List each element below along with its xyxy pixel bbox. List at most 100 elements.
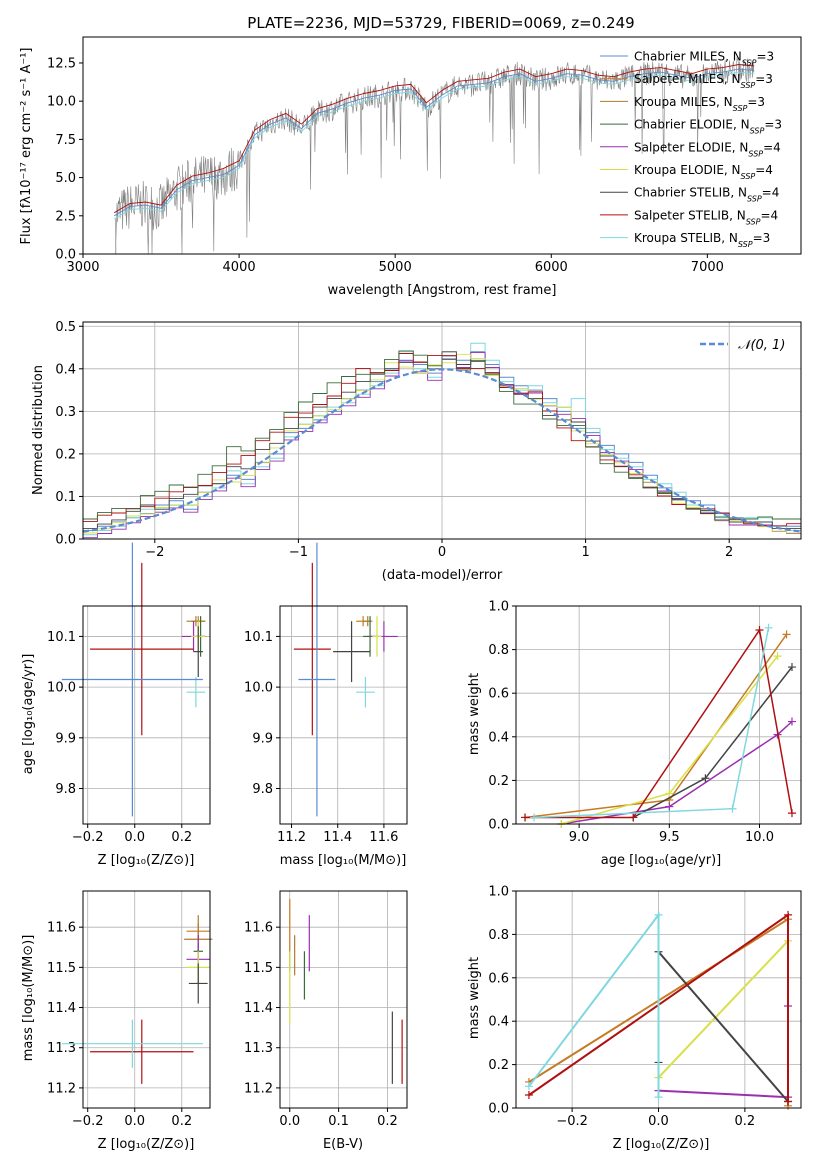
- weight-z-x-tick-label: 0.0: [648, 1114, 669, 1129]
- legend-label-value: =3: [747, 95, 765, 109]
- age-z-y-tick-label: 10.1: [47, 630, 76, 645]
- weight-z-series-line: [657, 949, 789, 1103]
- legend-label-subscript: SSP: [741, 81, 756, 90]
- residual-histogram-step: [83, 350, 801, 520]
- age-z-x-tick-label: 0.2: [171, 830, 192, 845]
- weight-age-point-marker: [787, 663, 796, 672]
- residual-y-tick-label: 0.0: [55, 533, 76, 548]
- residual-x-tick-label: −2: [145, 545, 164, 560]
- spectrum-x-tick-label: 3000: [66, 260, 99, 275]
- weight-age-frame: [515, 605, 802, 825]
- mass-z-y-tick-label: 11.3: [47, 1041, 76, 1056]
- weight-age-y-label: mass weight: [467, 673, 482, 755]
- mass-z-y-label: mass [log₁₀(M/M⊙)]: [21, 935, 36, 1062]
- weight-age-y-tick-label: 0.6: [488, 687, 509, 702]
- age-mass-x-label: mass [log₁₀(M/M⊙)]: [280, 853, 407, 868]
- weight-z-y-tick-label: 0.2: [488, 1058, 509, 1073]
- mass-ebv-y-tick-label: 11.2: [244, 1081, 273, 1096]
- mass-z-x-label: Z [log₁₀(Z/Z⊙)]: [98, 1137, 195, 1152]
- residual-histograms: [82, 342, 802, 539]
- residual-y-tick-label: 0.2: [55, 447, 76, 462]
- mass-z-x-tick-label: 0.0: [124, 1114, 145, 1129]
- age-z-y-tick-label: 9.9: [55, 731, 76, 746]
- weight-z-series-line: [658, 1006, 789, 1099]
- weight-age-point-marker: [787, 717, 796, 726]
- spectrum-x-tick-label: 5000: [379, 260, 412, 275]
- residual-x-tick-label: 0: [438, 545, 446, 560]
- spectrum-legend-label: Kroupa STELIB, NSSP=3: [634, 231, 770, 249]
- observed-spectrum-line: [115, 56, 755, 255]
- weight-age-y-tick-label: 1.0: [488, 600, 509, 615]
- spectrum-y-tick-label: 2.5: [55, 209, 76, 224]
- mass-ebv-x-tick-label: 0.2: [377, 1114, 398, 1129]
- weight-age-series-line: [524, 633, 788, 819]
- weight-age-x-label: age [log₁₀(age/yr)]: [601, 853, 722, 868]
- weight-z-y-tick-label: 0.6: [488, 971, 509, 986]
- residual-x-label: (data-model)/error: [382, 568, 503, 583]
- weight-age-point-marker: [665, 802, 674, 811]
- age-z-y-label: age [log₁₀(age/yr)]: [21, 654, 36, 775]
- legend-label-text: Kroupa STELIB, N: [634, 231, 738, 245]
- spectrum-legend-label: Salpeter MILES, NSSP=3: [634, 72, 773, 90]
- mass-z-y-tick-label: 11.4: [47, 1001, 76, 1016]
- weight-vs-age-panel: 9.0 9.5 10.0 0.0 0.2 0.4 0.6 0.8 1.0: [488, 600, 802, 845]
- weight-age-series-line: [533, 627, 770, 819]
- age-z-y-tick-label: 9.8: [55, 782, 76, 797]
- weight-age-point-marker: [521, 813, 530, 822]
- age-vs-mass-panel: 11.2 11.4 11.6 9.8 9.9 10.0 10.1: [244, 542, 408, 845]
- mass-ebv-y-tick-label: 11.5: [244, 961, 273, 976]
- mass-z-y-tick-label: 11.6: [47, 921, 76, 936]
- spectrum-legend-label: Salpeter ELODIE, NSSP=4: [634, 140, 781, 158]
- weight-age-point-marker: [530, 813, 539, 822]
- legend-label-value: =3: [764, 118, 782, 132]
- weight-age-series-line: [632, 666, 793, 819]
- age-mass-y-tick-label: 9.9: [252, 731, 273, 746]
- legend-label-value: =3: [753, 231, 771, 245]
- spectrum-legend-label: Kroupa ELODIE, NSSP=4: [634, 163, 773, 181]
- legend-label-subscript: SSP: [741, 172, 756, 181]
- weight-age-point-marker: [773, 652, 782, 661]
- residual-frame: [82, 321, 802, 540]
- weight-age-x-tick-label: 9.5: [659, 830, 680, 845]
- weight-age-y-tick-label: 0.8: [488, 643, 509, 658]
- legend-label-text: Chabrier STELIB, N: [634, 186, 747, 200]
- weight-age-x-tick-label: 9.0: [569, 830, 590, 845]
- mass-ebv-x-tick-label: 0.1: [328, 1114, 349, 1129]
- spectrum-legend-label: Chabrier MILES, NSSP=3: [634, 50, 774, 68]
- age-z-x-label: Z [log₁₀(Z/Z⊙)]: [98, 853, 195, 868]
- spectrum-legend-label: Chabrier ELODIE, NSSP=3: [634, 118, 782, 136]
- age-mass-frame: [279, 605, 408, 825]
- weight-z-y-label: mass weight: [467, 957, 482, 1039]
- residual-x-tick-label: −1: [289, 545, 308, 560]
- age-mass-x-tick-label: 11.4: [323, 830, 352, 845]
- spectrum-legend-label: Chabrier STELIB, NSSP=4: [634, 186, 779, 204]
- weight-age-series-line: [560, 720, 793, 825]
- weight-age-point-marker: [728, 804, 737, 813]
- weight-z-x-tick-label: −0.2: [556, 1114, 588, 1129]
- weight-age-point-marker: [787, 809, 796, 818]
- spectrum-y-tick-label: 10.0: [47, 95, 76, 110]
- spectrum-x-tick-label: 4000: [223, 260, 256, 275]
- legend-label-subscript: SSP: [750, 126, 765, 135]
- weight-z-point-marker: [654, 1093, 663, 1102]
- spectrum-y-ticks: 0.0 2.5 5.0 7.5 10.0 12.5: [47, 56, 83, 263]
- spectrum-legend-label: Salpeter STELIB, NSSP=4: [634, 208, 778, 226]
- spectrum-legend-label: Kroupa MILES, NSSP=3: [634, 95, 765, 113]
- figure-title: PLATE=2236, MJD=53729, FIBERID=0069, z=0…: [247, 14, 634, 32]
- legend-label-text: Salpeter STELIB, N: [634, 208, 746, 222]
- spectrum-x-label: wavelength [Angstrom, rest frame]: [328, 283, 557, 298]
- weight-age-series-line: [525, 628, 793, 819]
- weight-z-x-tick-label: 0.2: [735, 1114, 756, 1129]
- spectrum-legend: Chabrier MILES, NSSP=3 Salpeter MILES, NS…: [600, 50, 782, 249]
- mass-z-y-tick-label: 11.2: [47, 1081, 76, 1096]
- residual-y-tick-label: 0.3: [55, 405, 76, 420]
- legend-label-value: =3: [756, 50, 774, 64]
- legend-label-value: =3: [755, 72, 773, 86]
- weight-z-point-marker: [524, 1082, 533, 1091]
- weight-z-series-line: [657, 940, 789, 1079]
- residual-panel: −2 −1 0 1 2 0.0 0.1 0.2 0.3 0.4 0.5 𝒩(0, 1) (data-…: [31, 320, 802, 583]
- weight-age-point-marker: [782, 630, 791, 639]
- age-mass-x-tick-label: 11.6: [369, 830, 398, 845]
- model-spectrum-line: [113, 64, 755, 214]
